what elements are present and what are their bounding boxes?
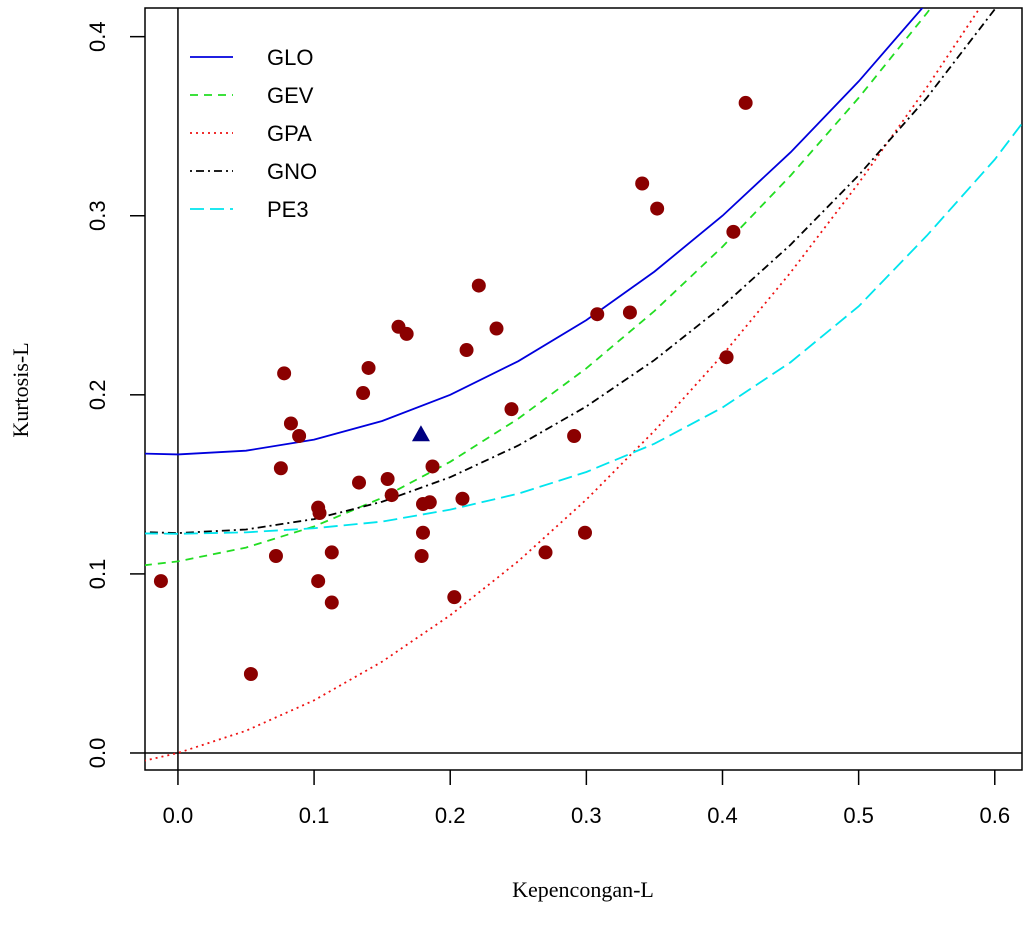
data-point bbox=[283, 416, 298, 431]
data-point bbox=[384, 488, 399, 503]
mean-point bbox=[411, 425, 430, 442]
data-point bbox=[311, 574, 326, 589]
y-tick-label: 0.1 bbox=[85, 559, 110, 590]
plot-box bbox=[144, 7, 1023, 771]
data-point bbox=[361, 360, 376, 375]
x-tick-label: 0.5 bbox=[843, 803, 874, 828]
y-axis-label: Kurtosis-L bbox=[8, 342, 33, 437]
data-point bbox=[726, 224, 741, 239]
data-point bbox=[273, 461, 288, 476]
data-point bbox=[719, 350, 734, 365]
legend-label: GEV bbox=[267, 83, 314, 108]
data-point bbox=[455, 491, 470, 506]
y-tick-label: 0.0 bbox=[85, 738, 110, 769]
data-point bbox=[738, 95, 753, 110]
data-point bbox=[447, 590, 462, 605]
data-point bbox=[414, 548, 429, 563]
data-point bbox=[415, 525, 430, 540]
data-point bbox=[650, 201, 665, 216]
data-point bbox=[324, 545, 339, 560]
data-point bbox=[459, 343, 474, 358]
data-point bbox=[471, 278, 486, 293]
x-tick-label: 0.0 bbox=[163, 803, 194, 828]
y-tick-label: 0.4 bbox=[85, 21, 110, 52]
data-point bbox=[635, 176, 650, 191]
data-point bbox=[577, 525, 592, 540]
data-point bbox=[422, 495, 437, 510]
data-point bbox=[153, 574, 168, 589]
data-point bbox=[504, 402, 519, 417]
data-point bbox=[352, 475, 367, 490]
plot-area bbox=[145, 8, 1022, 770]
x-tick-label: 0.3 bbox=[571, 803, 602, 828]
x-tick-label: 0.1 bbox=[299, 803, 330, 828]
data-point bbox=[538, 545, 553, 560]
data-point bbox=[567, 429, 582, 444]
data-point bbox=[356, 386, 371, 401]
data-point bbox=[425, 459, 440, 474]
x-tick-label: 0.2 bbox=[435, 803, 466, 828]
curve bbox=[145, 8, 924, 456]
data-point bbox=[277, 366, 292, 381]
data-point bbox=[399, 326, 414, 341]
data-point bbox=[324, 595, 339, 610]
y-tick-label: 0.3 bbox=[85, 200, 110, 231]
curve bbox=[145, 8, 981, 762]
legend-label: GNO bbox=[267, 159, 317, 184]
data-point bbox=[292, 429, 307, 444]
curve bbox=[145, 8, 932, 567]
data-point bbox=[312, 506, 327, 521]
data-point bbox=[268, 548, 283, 563]
x-axis-label: Kepencongan-L bbox=[512, 877, 654, 902]
legend-label: PE3 bbox=[267, 197, 309, 222]
data-point bbox=[489, 321, 504, 336]
x-tick-label: 0.4 bbox=[707, 803, 738, 828]
data-point bbox=[380, 471, 395, 486]
y-tick-label: 0.2 bbox=[85, 380, 110, 411]
data-point bbox=[243, 667, 258, 682]
legend-label: GLO bbox=[267, 45, 313, 70]
x-tick-label: 0.6 bbox=[979, 803, 1010, 828]
data-point bbox=[590, 307, 605, 322]
legend-label: GPA bbox=[267, 121, 312, 146]
curve bbox=[145, 8, 997, 534]
data-point bbox=[622, 305, 637, 320]
curve bbox=[145, 122, 1022, 535]
